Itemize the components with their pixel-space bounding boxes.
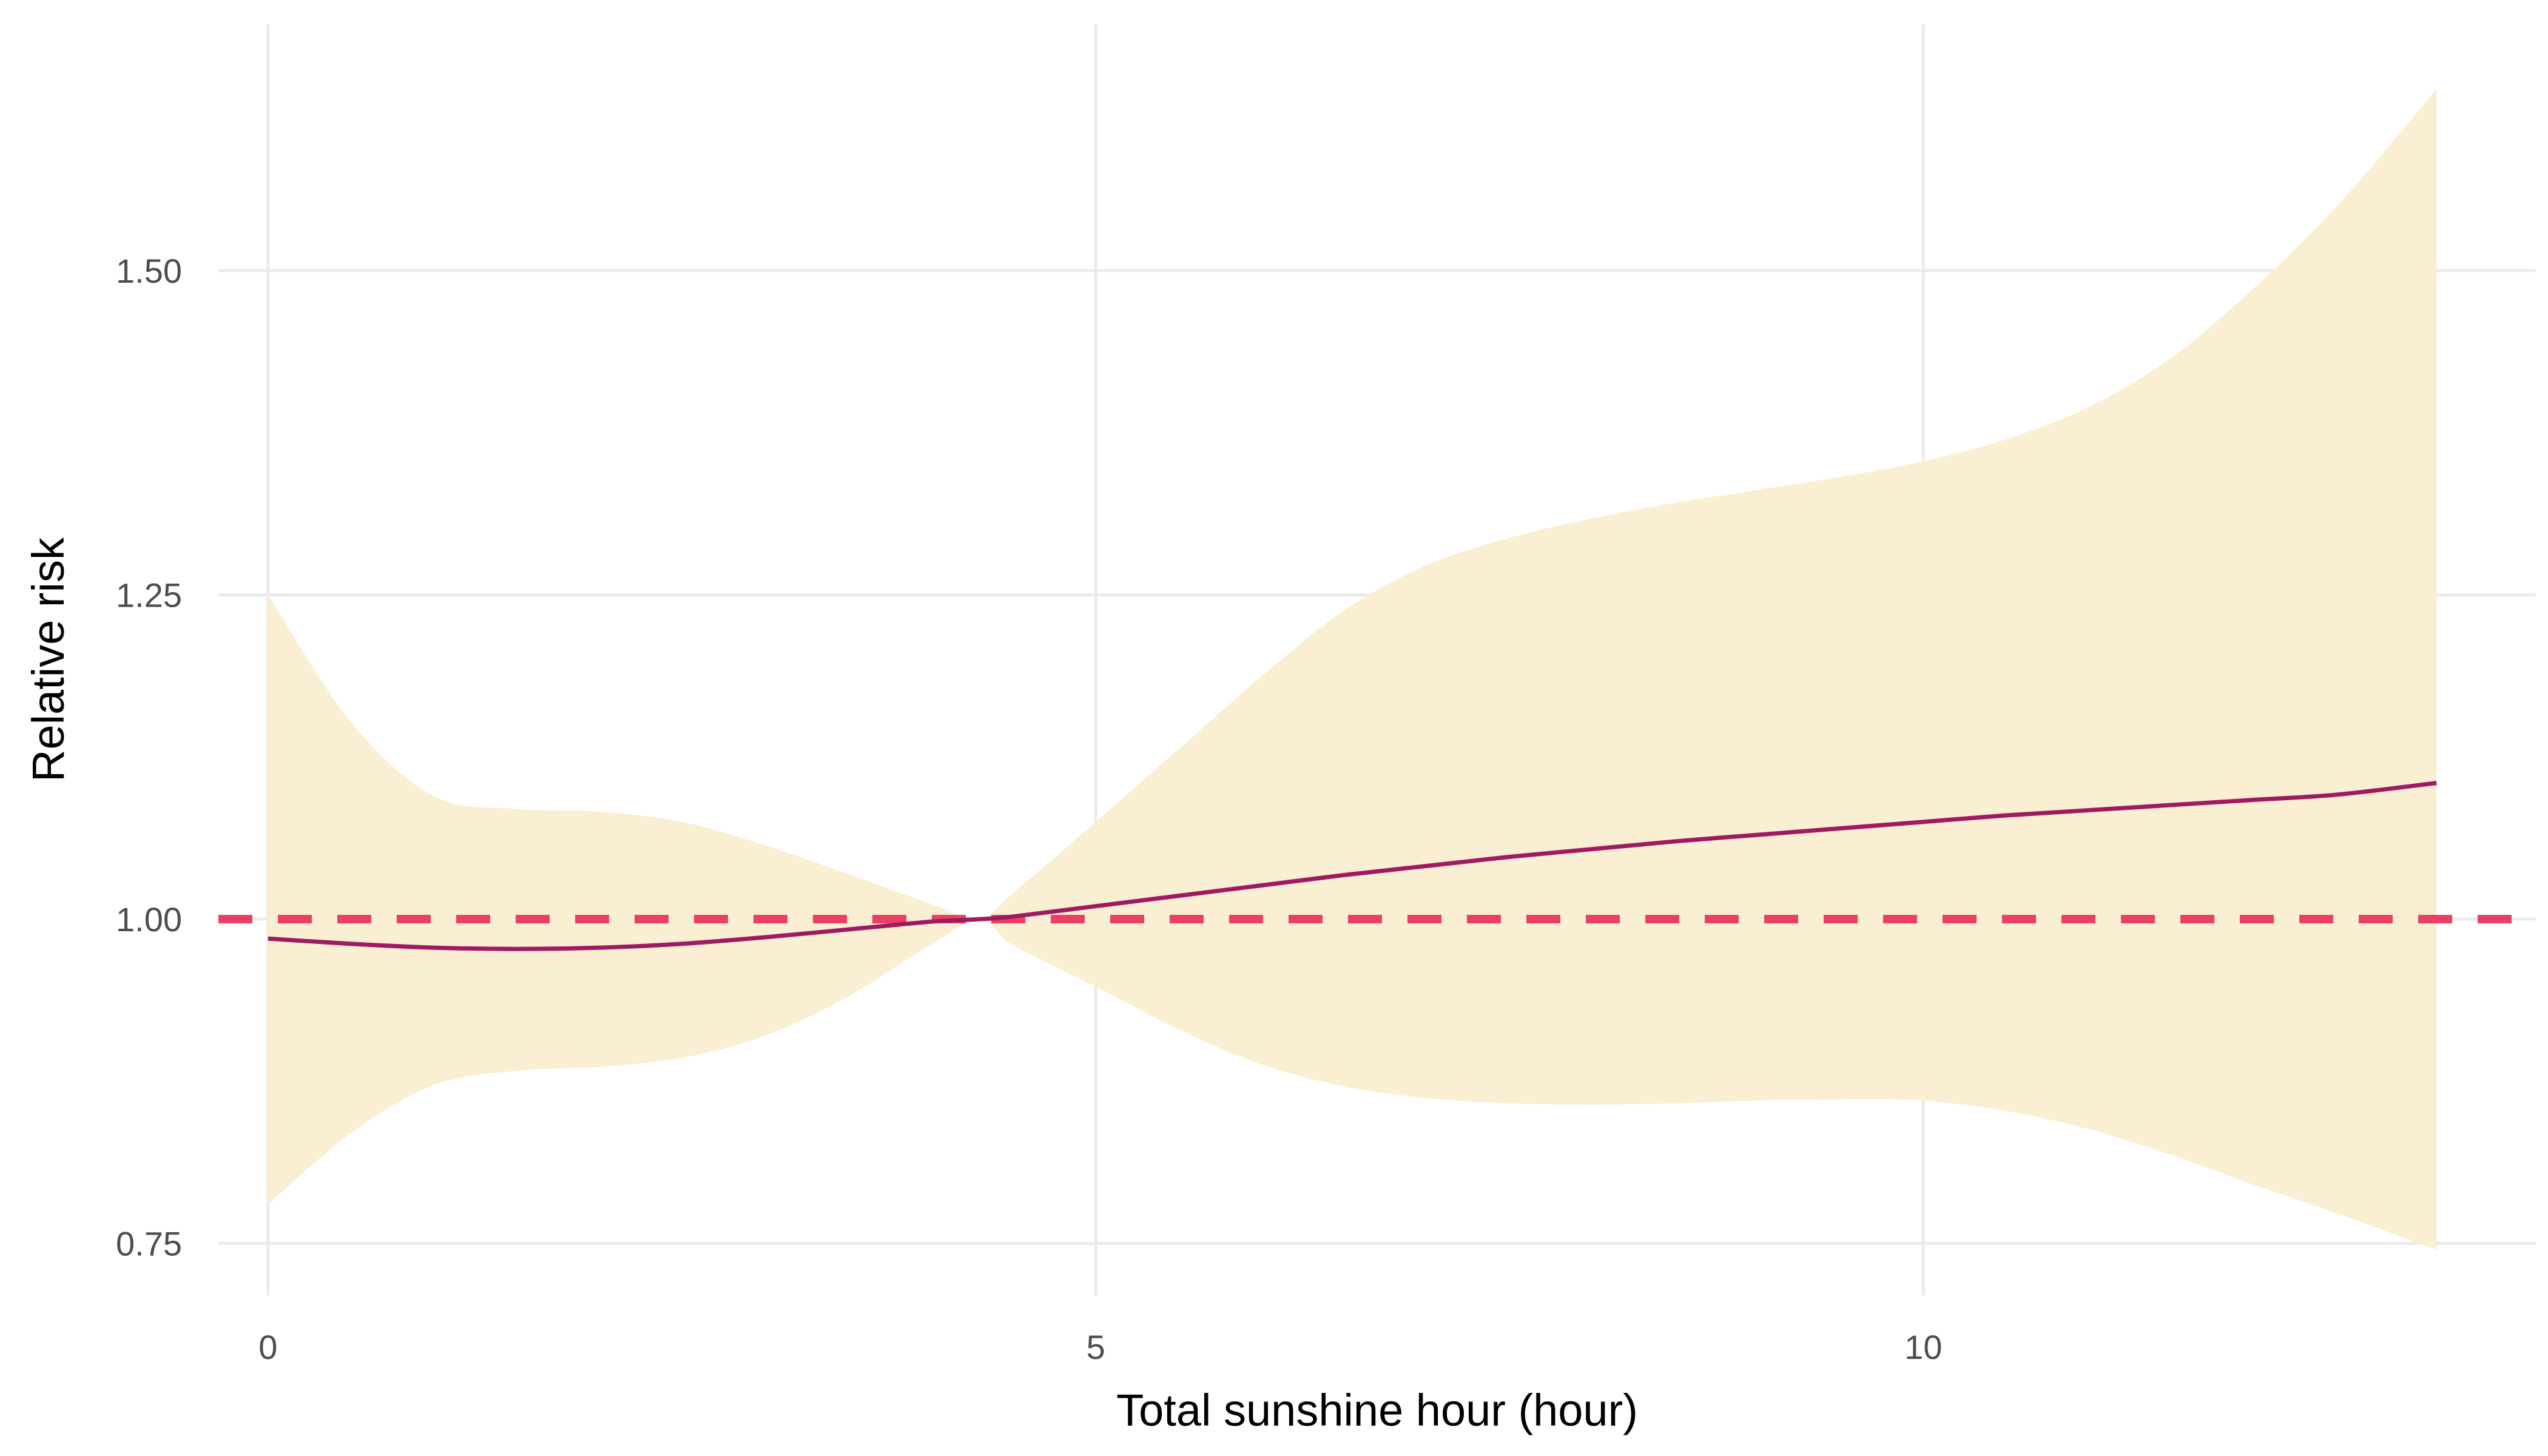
series-line (268, 781, 2437, 951)
x-tick-label: 0 (258, 1328, 277, 1366)
y-tick-label: 1.25 (116, 576, 182, 615)
x-axis-title: Total sunshine hour (hour) (1116, 1385, 1638, 1435)
confidence-band (268, 89, 2437, 1250)
y-tick-label: 1.50 (116, 252, 182, 290)
y-axis-title: Relative risk (23, 537, 73, 782)
y-tick-label: 0.75 (116, 1224, 182, 1262)
x-tick-label: 5 (1087, 1328, 1105, 1366)
y-tick-label: 1.00 (116, 900, 182, 939)
x-tick-label: 10 (1904, 1328, 1942, 1366)
tick-labels: 0.75 1.00 1.25 1.50 0 5 10 (116, 252, 1943, 1366)
